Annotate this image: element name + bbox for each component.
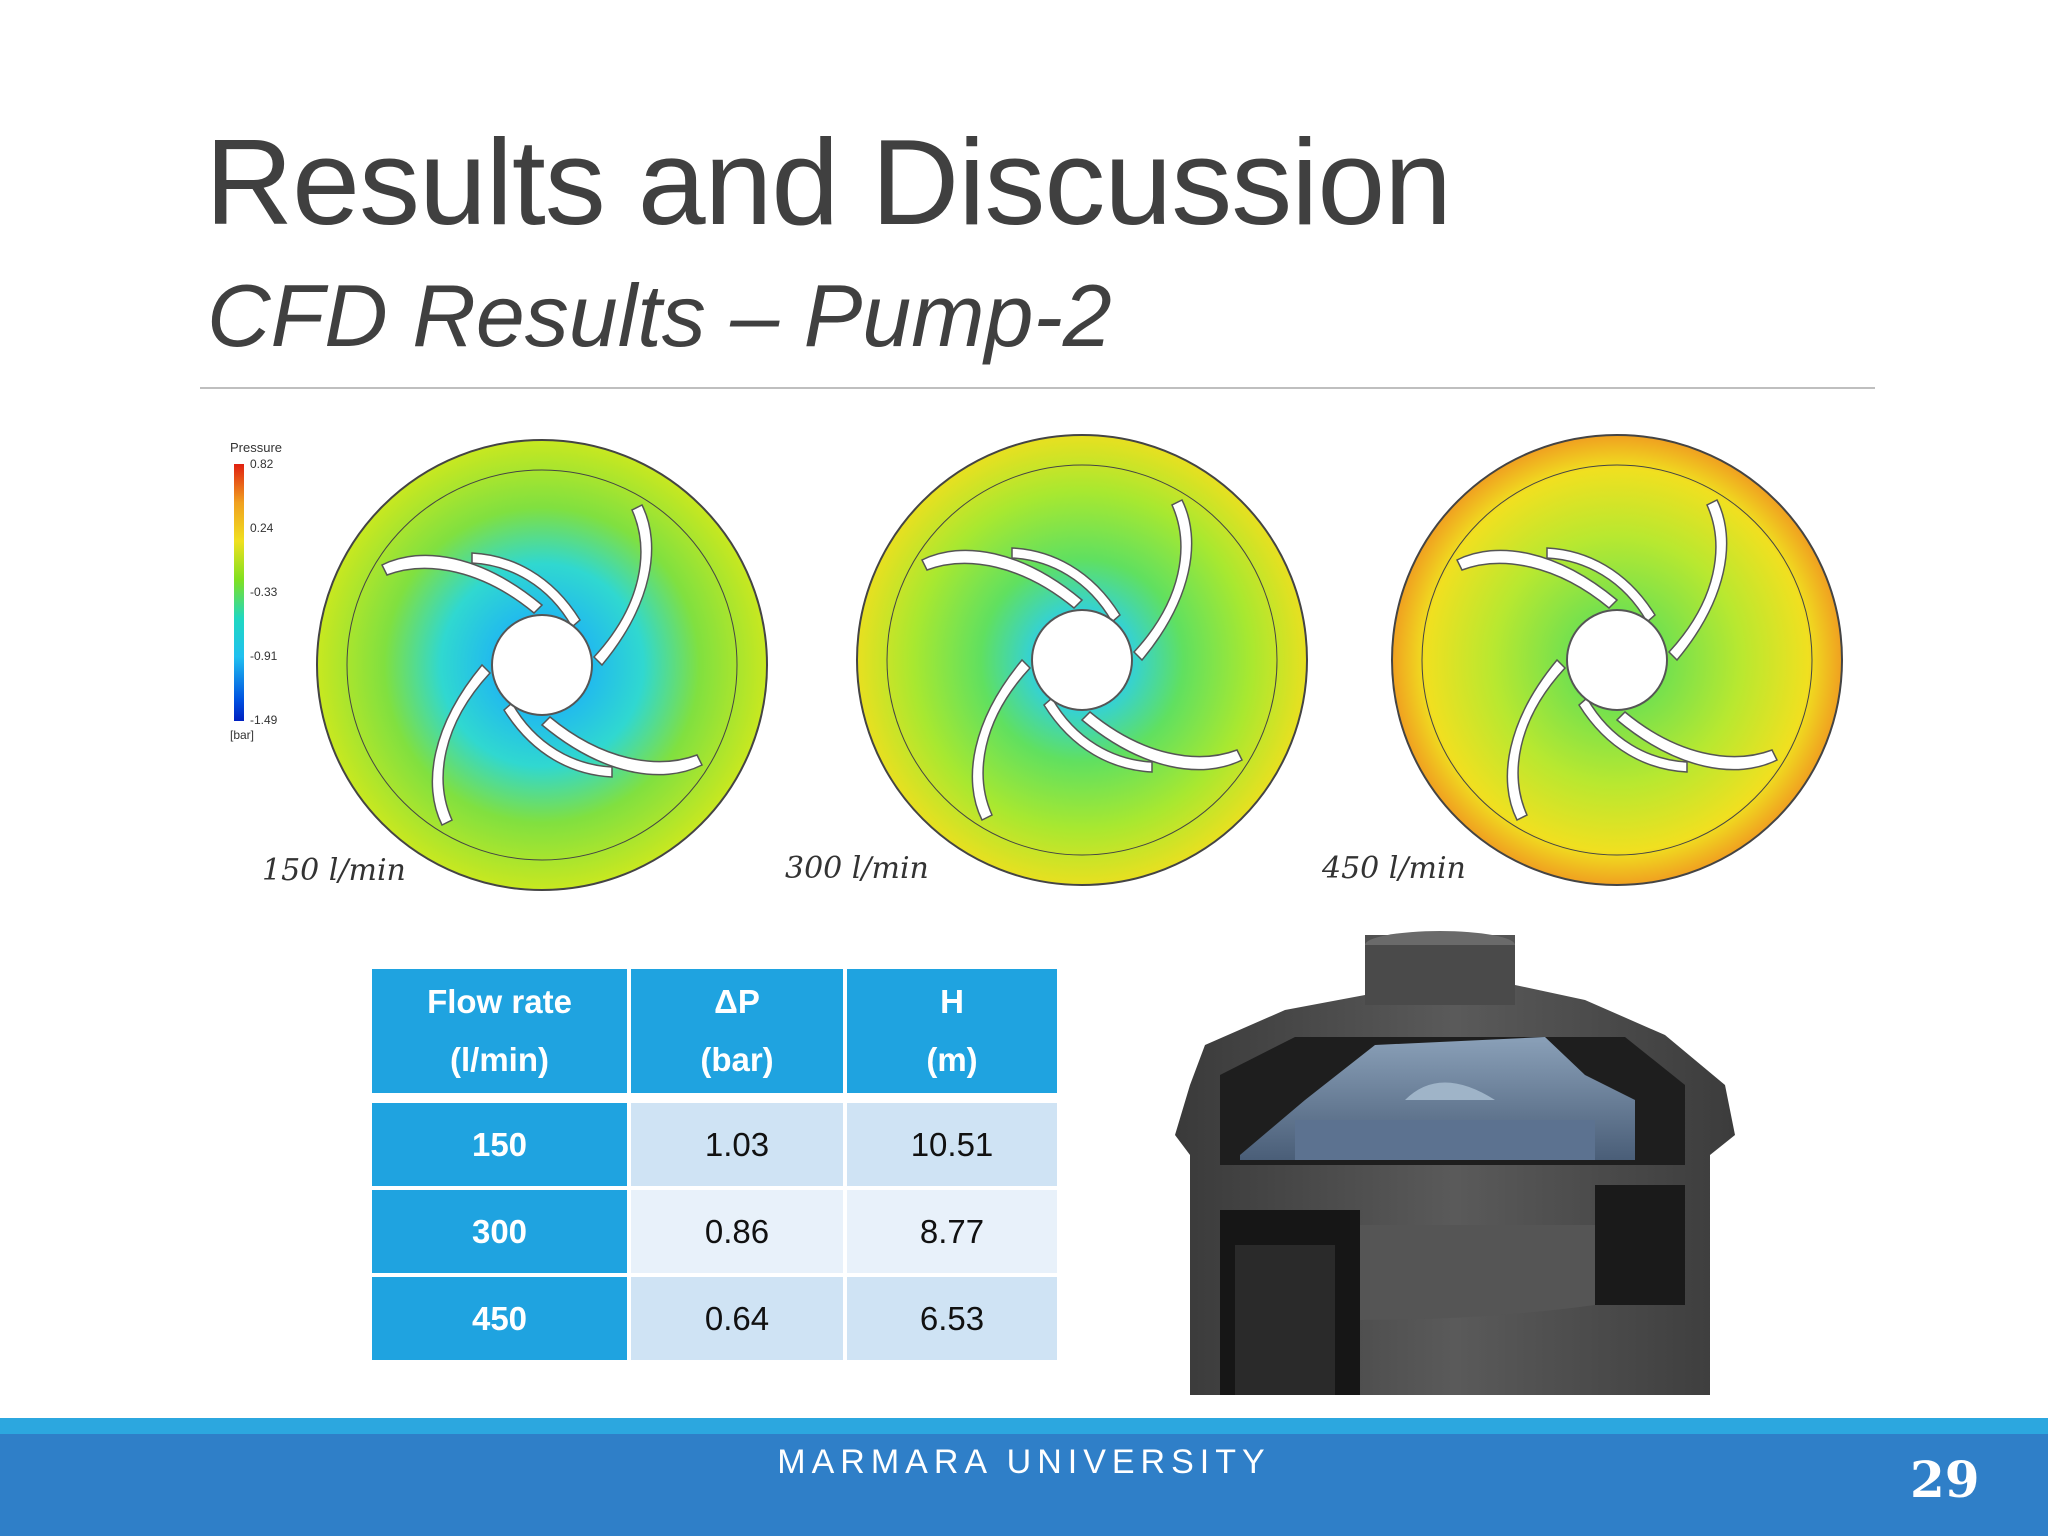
slide-title: Results and Discussion bbox=[205, 114, 1452, 250]
title-divider bbox=[200, 387, 1875, 389]
performance-table: Flow rate (l/min) ΔP (bar) H (m) 150 1.0… bbox=[368, 965, 1061, 1364]
cell-dp: 0.86 bbox=[631, 1190, 843, 1273]
header-head-line1: H bbox=[940, 983, 964, 1021]
footer-organization: MARMARA UNIVERSITY bbox=[777, 1443, 1271, 1481]
flow-label-450: 450 l/min bbox=[1322, 851, 1466, 886]
cell-h: 6.53 bbox=[847, 1277, 1057, 1360]
slide-subtitle: CFD Results – Pump-2 bbox=[207, 266, 1112, 365]
table-row: 300 0.86 8.77 bbox=[372, 1190, 1057, 1273]
legend-tick-max: 0.82 bbox=[250, 457, 274, 471]
pressure-color-scale bbox=[234, 464, 244, 721]
cell-h: 10.51 bbox=[847, 1103, 1057, 1186]
slide-number: 29 bbox=[1910, 1450, 1980, 1509]
header-head: H (m) bbox=[847, 969, 1057, 1099]
cell-h: 8.77 bbox=[847, 1190, 1057, 1273]
cell-flow: 150 bbox=[372, 1103, 627, 1186]
impeller-contour-150 bbox=[316, 439, 768, 891]
header-flow-rate: Flow rate (l/min) bbox=[372, 969, 627, 1099]
footer-bar bbox=[0, 1434, 2048, 1536]
header-delta-p-line2: (bar) bbox=[700, 1041, 774, 1078]
cell-dp: 1.03 bbox=[631, 1103, 843, 1186]
table-row: 450 0.64 6.53 bbox=[372, 1277, 1057, 1360]
legend-title: Pressure bbox=[230, 440, 283, 455]
impeller-contour-300 bbox=[856, 434, 1308, 886]
header-flow-rate-line2: (l/min) bbox=[450, 1041, 549, 1078]
header-flow-rate-line1: Flow rate bbox=[427, 983, 572, 1021]
impeller-contour-450 bbox=[1391, 434, 1843, 886]
flow-label-150: 150 l/min bbox=[262, 853, 406, 888]
cell-flow: 300 bbox=[372, 1190, 627, 1273]
header-head-line2: (m) bbox=[926, 1041, 978, 1078]
cell-dp: 0.64 bbox=[631, 1277, 843, 1360]
flow-label-300: 300 l/min bbox=[785, 851, 929, 886]
legend-tick-2: 0.24 bbox=[250, 521, 274, 535]
cfd-pressure-figure: Pressure 0.82 0.24 -0.33 -0.91 -1.49 [ba… bbox=[222, 415, 1887, 905]
legend-tick-4: -0.91 bbox=[250, 649, 278, 663]
pump-cross-section-image bbox=[1175, 931, 1735, 1395]
legend-tick-min: -1.49 bbox=[250, 713, 278, 727]
footer-accent-band bbox=[0, 1418, 2048, 1434]
table-row: 150 1.03 10.51 bbox=[372, 1103, 1057, 1186]
table-header-row: Flow rate (l/min) ΔP (bar) H (m) bbox=[372, 969, 1057, 1099]
header-delta-p-line1: ΔP bbox=[714, 983, 760, 1021]
legend-tick-3: -0.33 bbox=[250, 585, 278, 599]
cell-flow: 450 bbox=[372, 1277, 627, 1360]
legend-unit: [bar] bbox=[230, 728, 255, 742]
header-delta-p: ΔP (bar) bbox=[631, 969, 843, 1099]
